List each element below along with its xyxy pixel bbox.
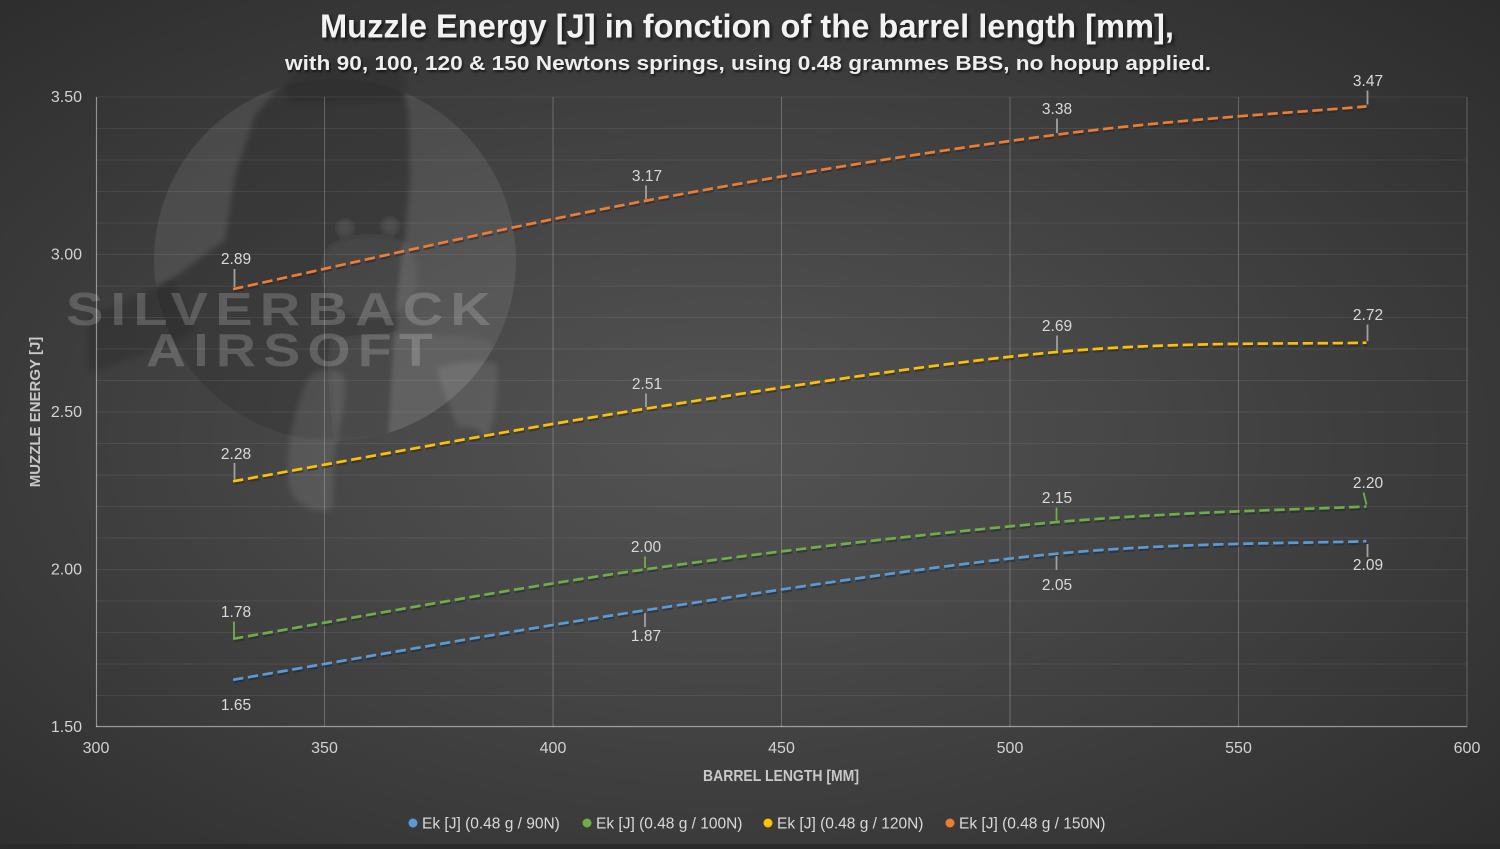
svg-text:Ek [J] (0.48 g / 100N): Ek [J] (0.48 g / 100N) bbox=[596, 816, 742, 833]
svg-text:2.69: 2.69 bbox=[1042, 318, 1072, 335]
svg-text:450: 450 bbox=[768, 740, 795, 757]
svg-text:3.17: 3.17 bbox=[632, 168, 662, 185]
svg-text:350: 350 bbox=[311, 740, 338, 757]
svg-text:3.47: 3.47 bbox=[1353, 73, 1383, 90]
svg-text:500: 500 bbox=[997, 740, 1024, 757]
svg-text:400: 400 bbox=[540, 740, 567, 757]
svg-text:300: 300 bbox=[83, 740, 110, 757]
svg-text:SILVERBACK: SILVERBACK bbox=[66, 283, 498, 335]
svg-text:2.15: 2.15 bbox=[1042, 490, 1072, 507]
svg-text:600: 600 bbox=[1454, 740, 1481, 757]
svg-text:2.28: 2.28 bbox=[221, 446, 251, 463]
svg-text:Muzzle Energy [J] in fonction: Muzzle Energy [J] in fonction of the bar… bbox=[320, 8, 1174, 45]
svg-text:2.09: 2.09 bbox=[1353, 557, 1383, 574]
svg-text:2.89: 2.89 bbox=[221, 251, 251, 268]
svg-text:3.38: 3.38 bbox=[1042, 101, 1072, 118]
svg-text:AIRSOFT: AIRSOFT bbox=[146, 324, 440, 376]
svg-text:550: 550 bbox=[1225, 740, 1252, 757]
svg-text:1.50: 1.50 bbox=[51, 719, 82, 736]
svg-text:Ek [J] (0.48 g / 120N): Ek [J] (0.48 g / 120N) bbox=[777, 816, 923, 833]
svg-text:Ek [J] (0.48 g / 150N): Ek [J] (0.48 g / 150N) bbox=[959, 816, 1105, 833]
svg-text:3.00: 3.00 bbox=[51, 247, 82, 264]
svg-text:1.78: 1.78 bbox=[221, 604, 251, 621]
svg-text:2.50: 2.50 bbox=[51, 404, 82, 421]
svg-text:2.72: 2.72 bbox=[1353, 307, 1383, 324]
svg-text:BARREL LENGTH [MM]: BARREL LENGTH [MM] bbox=[703, 768, 859, 785]
svg-text:1.87: 1.87 bbox=[631, 628, 661, 645]
svg-text:Ek [J] (0.48 g / 90N): Ek [J] (0.48 g / 90N) bbox=[422, 816, 560, 833]
svg-text:2.51: 2.51 bbox=[632, 376, 662, 393]
svg-text:MUZZLE ENERGY [J]: MUZZLE ENERGY [J] bbox=[27, 337, 44, 488]
svg-text:2.05: 2.05 bbox=[1042, 577, 1072, 594]
svg-text:with 90, 100, 120 & 150 Newton: with 90, 100, 120 & 150 Newtons springs,… bbox=[284, 53, 1211, 75]
svg-text:2.00: 2.00 bbox=[631, 539, 662, 556]
svg-text:3.50: 3.50 bbox=[51, 89, 82, 106]
svg-text:1.65: 1.65 bbox=[221, 697, 251, 714]
svg-text:2.00: 2.00 bbox=[51, 562, 82, 579]
svg-text:2.20: 2.20 bbox=[1353, 475, 1384, 492]
